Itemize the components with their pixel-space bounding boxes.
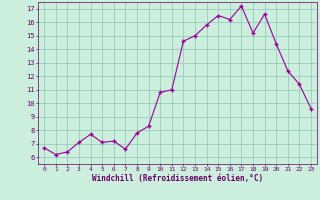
X-axis label: Windchill (Refroidissement éolien,°C): Windchill (Refroidissement éolien,°C)	[92, 174, 263, 183]
